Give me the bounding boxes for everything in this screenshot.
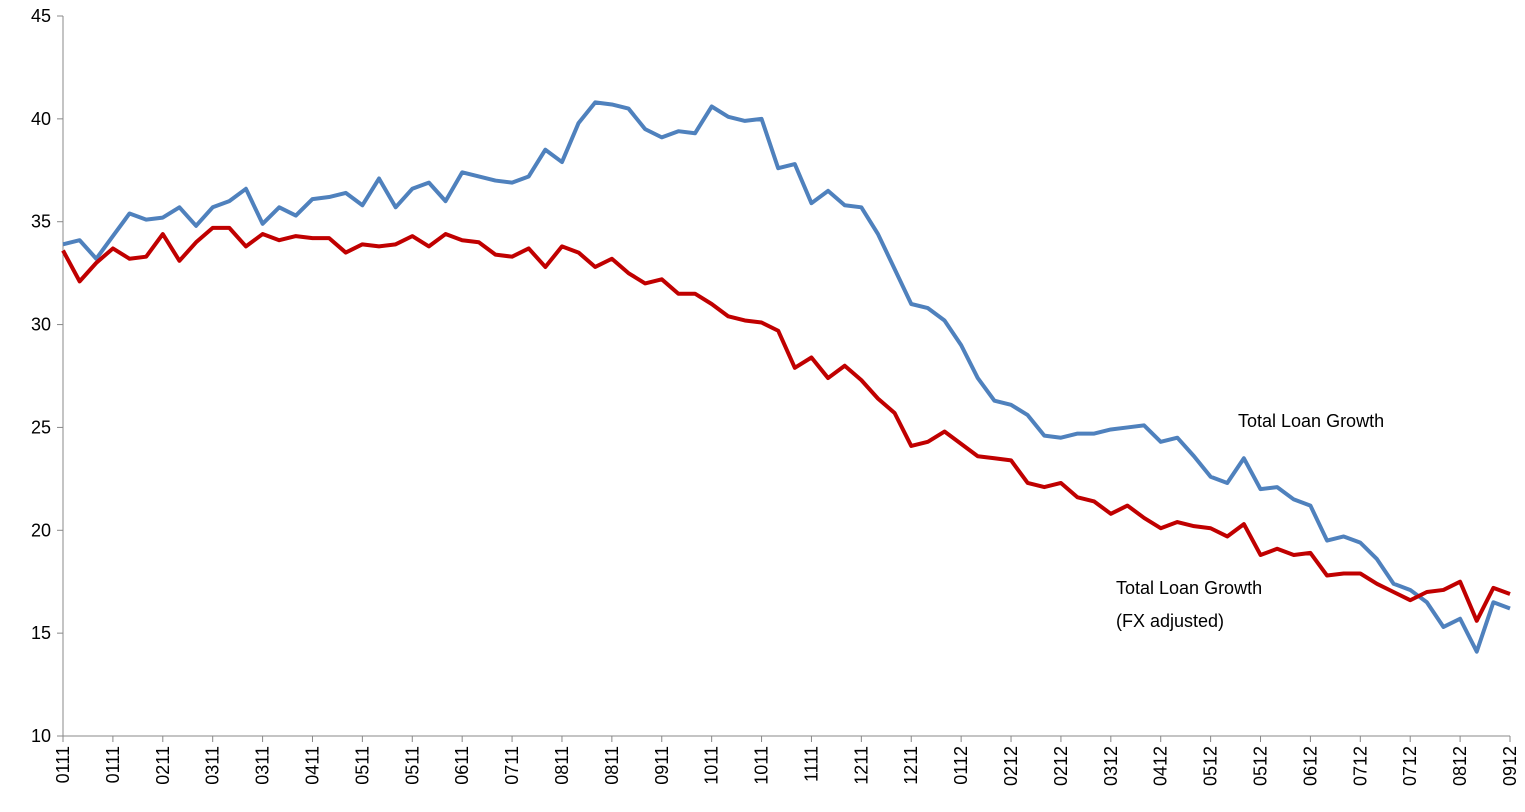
x-tick-label: 0311 bbox=[203, 746, 223, 785]
x-tick-label: 0211 bbox=[153, 746, 173, 785]
y-tick-label: 45 bbox=[31, 6, 51, 26]
x-tick-label: 0612 bbox=[1300, 746, 1320, 786]
x-tick-label: 0611 bbox=[452, 746, 472, 785]
x-tick-label: 0811 bbox=[602, 746, 622, 785]
x-tick-label: 0311 bbox=[253, 746, 273, 785]
x-tick-label: 0212 bbox=[1051, 746, 1071, 786]
annotation: Total Loan Growth bbox=[1238, 411, 1384, 431]
x-tick-label: 1211 bbox=[851, 746, 871, 785]
x-tick-label: 0712 bbox=[1350, 746, 1370, 786]
series-line bbox=[62, 100, 1511, 654]
x-tick-label: 0111 bbox=[103, 746, 123, 783]
y-tick-label: 35 bbox=[31, 212, 51, 232]
x-tick-label: 0811 bbox=[552, 746, 572, 785]
x-tick-label: 0912 bbox=[1500, 746, 1520, 786]
x-tick-label: 0511 bbox=[352, 746, 372, 785]
x-tick-label: 0412 bbox=[1151, 746, 1171, 786]
x-tick-label: 1111 bbox=[801, 746, 821, 782]
x-tick-label: 0512 bbox=[1251, 746, 1271, 786]
y-tick-label: 25 bbox=[31, 417, 51, 437]
x-tick-label: 0112 bbox=[951, 746, 971, 785]
y-tick-label: 20 bbox=[31, 520, 51, 540]
x-tick-label: 0312 bbox=[1101, 746, 1121, 786]
x-tick-label: 0712 bbox=[1400, 746, 1420, 786]
x-tick-label: 1211 bbox=[901, 746, 921, 785]
y-tick-label: 30 bbox=[31, 315, 51, 335]
x-tick-label: 1011 bbox=[702, 746, 722, 785]
x-tick-label: 0911 bbox=[652, 746, 672, 785]
annotation: (FX adjusted) bbox=[1116, 611, 1224, 631]
x-tick-label: 1011 bbox=[752, 746, 772, 785]
annotation: Total Loan Growth bbox=[1116, 578, 1262, 598]
y-tick-label: 40 bbox=[31, 109, 51, 129]
series-line bbox=[61, 225, 1511, 623]
x-tick-label: 0812 bbox=[1450, 746, 1470, 786]
x-tick-label: 0212 bbox=[1001, 746, 1021, 786]
x-tick-label: 0711 bbox=[502, 746, 522, 785]
x-tick-label: 0512 bbox=[1201, 746, 1221, 786]
y-tick-label: 15 bbox=[31, 623, 51, 643]
x-tick-label: 0411 bbox=[302, 746, 322, 785]
x-tick-label: 0111 bbox=[53, 746, 73, 783]
y-tick-label: 10 bbox=[31, 726, 51, 746]
x-tick-label: 0511 bbox=[402, 746, 422, 785]
